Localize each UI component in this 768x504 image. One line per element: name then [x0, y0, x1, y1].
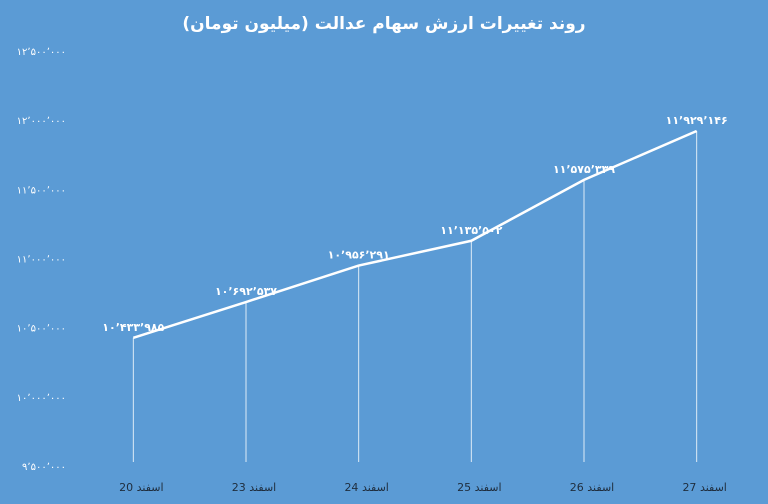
data-label: ۱۱٬۱۳۵٬۵۰۲ — [440, 224, 502, 237]
x-tick-label: 27 اسفند — [682, 481, 726, 494]
y-tick-label: ۱۱٬۵۰۰٬۰۰۰ — [17, 185, 66, 196]
y-tick-label: ۱۲٬۰۰۰٬۰۰۰ — [17, 116, 66, 127]
x-tick-label: 26 اسفند — [570, 481, 614, 494]
x-tick-label: 25 اسفند — [457, 481, 501, 494]
y-tick-label: ۱۱٬۰۰۰٬۰۰۰ — [17, 255, 66, 266]
data-label: ۱۰٬۹۵۶٬۲۹۱ — [328, 249, 390, 262]
y-tick-label: ۱۰٬۰۰۰٬۰۰۰ — [17, 393, 66, 404]
y-tick-label: ۱۰٬۵۰۰٬۰۰۰ — [17, 324, 66, 335]
y-tick-label: ۱۲٬۵۰۰٬۰۰۰ — [17, 47, 66, 58]
data-label: ۱۱٬۹۲۹٬۱۴۶ — [666, 114, 728, 127]
data-label: ۱۰٬۶۹۲٬۵۳۷ — [215, 285, 277, 298]
y-tick-label: ۹٬۵۰۰٬۰۰۰ — [22, 462, 66, 473]
x-tick-label: 24 اسفند — [344, 481, 388, 494]
data-label: ۱۱٬۵۷۵٬۳۳۹ — [553, 163, 615, 176]
x-tick-label: 23 اسفند — [232, 481, 276, 494]
data-label: ۱۰٬۴۳۳٬۹۸۵ — [102, 321, 164, 334]
line — [132, 129, 698, 339]
chart-title: روند تغییرات ارزش سهام عدالت (میلیون توم… — [182, 14, 585, 34]
x-tick-label: 20 اسفند — [119, 481, 163, 494]
